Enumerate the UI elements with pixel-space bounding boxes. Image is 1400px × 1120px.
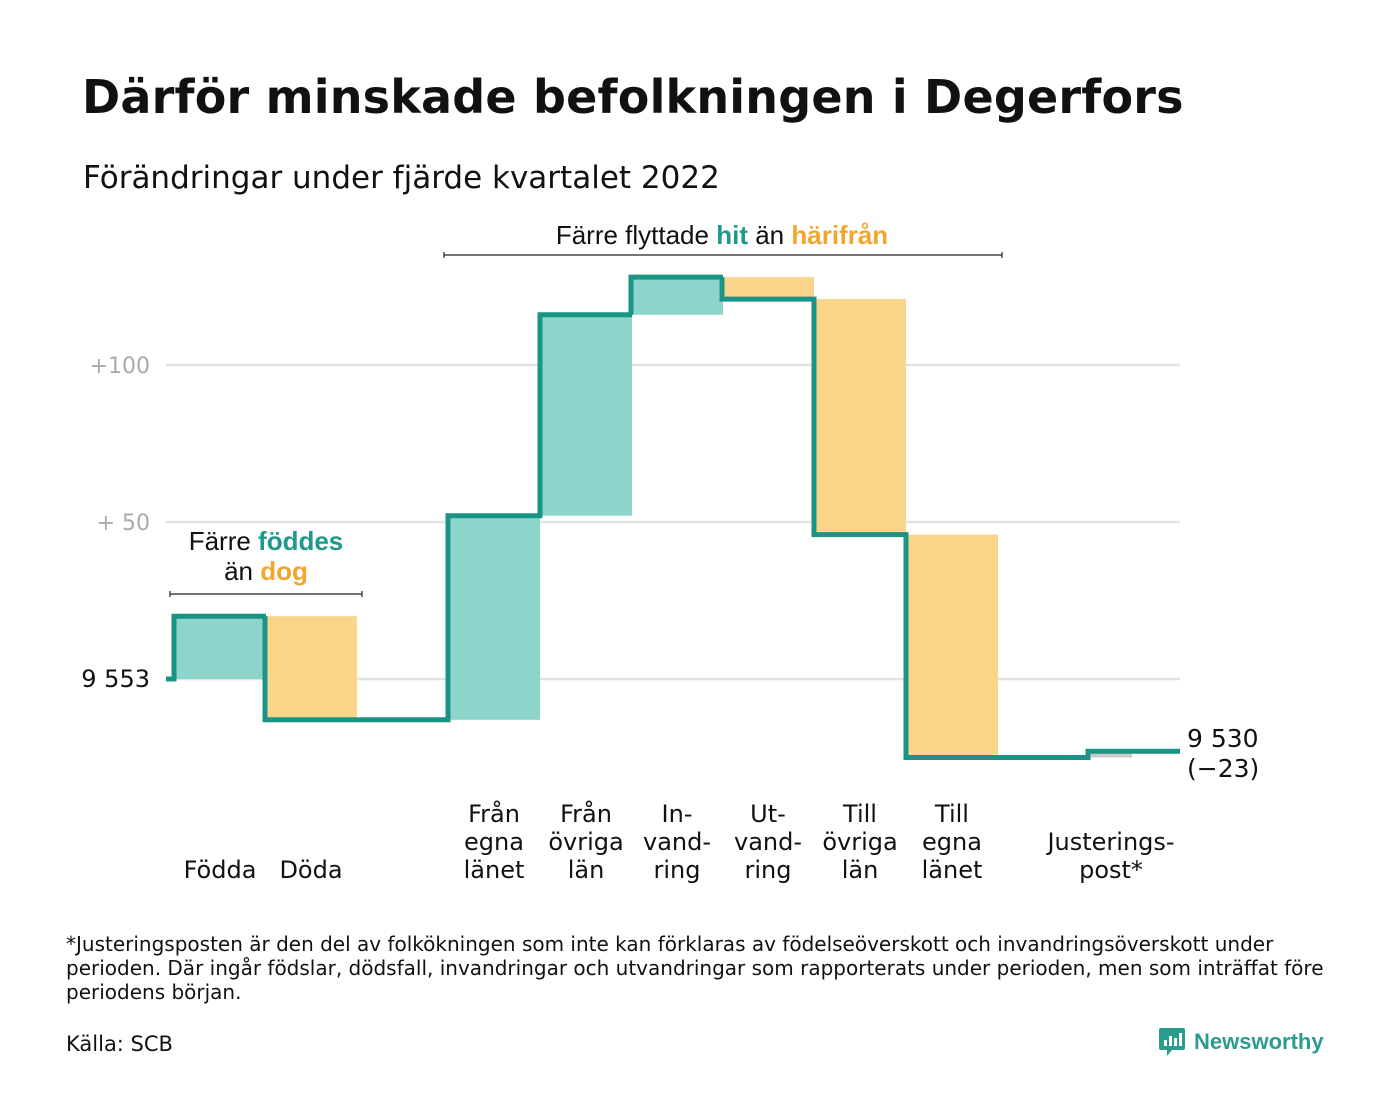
category-label-fran-egna-lanet: egna [464,828,524,856]
source-note: Källa: SCB [66,1032,173,1056]
category-label-till-ovriga-lan: Till [842,800,877,828]
bar-fran-egna-lanet [448,515,540,720]
y-tick-label: +100 [90,354,150,379]
category-label-till-ovriga-lan: län [842,856,879,884]
chart-subtitle: Förändringar under fjärde kvartalet 2022 [83,160,720,196]
category-label-fran-egna-lanet: länet [464,856,525,884]
end-value-label: 9 530 [1187,724,1259,753]
category-label-utvandring: Ut- [750,800,786,828]
category-label-fodda: Födda [184,856,257,884]
footnote: *Justeringsposten är den del av folkökni… [66,932,1324,1004]
bar-utvandring [722,277,814,300]
bar-layer [174,277,1132,758]
category-label-justeringspost: post* [1079,856,1143,884]
bar-till-ovriga-lan [814,299,906,535]
line-layer [166,274,1180,760]
bar-till-egna-lanet [906,534,998,758]
category-label-utvandring: ring [745,856,792,884]
bar-justeringspost [1088,751,1132,758]
category-label-justeringspost: Justerings- [1045,828,1174,856]
cumulative-step-line [166,274,1180,760]
category-label-fran-ovriga-lan: län [568,856,605,884]
category-label-invandring: In- [662,800,693,828]
births-annotation-line2: än dog [224,556,308,586]
category-label-fran-ovriga-lan: övriga [548,828,623,856]
category-label-till-ovriga-lan: övriga [822,828,897,856]
y-tick-label: + 50 [97,511,150,536]
category-label-till-egna-lanet: länet [922,856,983,884]
births-annotation-line1: Färre föddes [189,526,344,556]
bar-invandring [631,277,723,315]
chart-title: Därför minskade befolkningen i Degerfors [82,70,1184,124]
category-label-doda: Döda [279,856,342,884]
category-label-invandring: vand- [643,828,711,856]
category-label-fran-ovriga-lan: Från [560,799,612,828]
category-label-till-egna-lanet: Till [934,800,969,828]
bar-fran-ovriga-lan [540,314,632,516]
brand-logo: Newsworthy [1158,1026,1324,1058]
bar-doda [265,616,357,720]
end-value-label: (−23) [1187,754,1259,783]
category-label-utvandring: vand- [734,828,802,856]
start-value-label: 9 553 [81,665,150,693]
category-label-invandring: ring [654,856,701,884]
category-label-fran-egna-lanet: Från [468,799,520,828]
brand-name: Newsworthy [1194,1029,1324,1054]
category-label-till-egna-lanet: egna [922,828,982,856]
bar-fodda [174,616,266,679]
newsworthy-logo-icon [1159,1028,1185,1056]
migration-annotation: Färre flyttade hit än härifrån [556,220,888,250]
